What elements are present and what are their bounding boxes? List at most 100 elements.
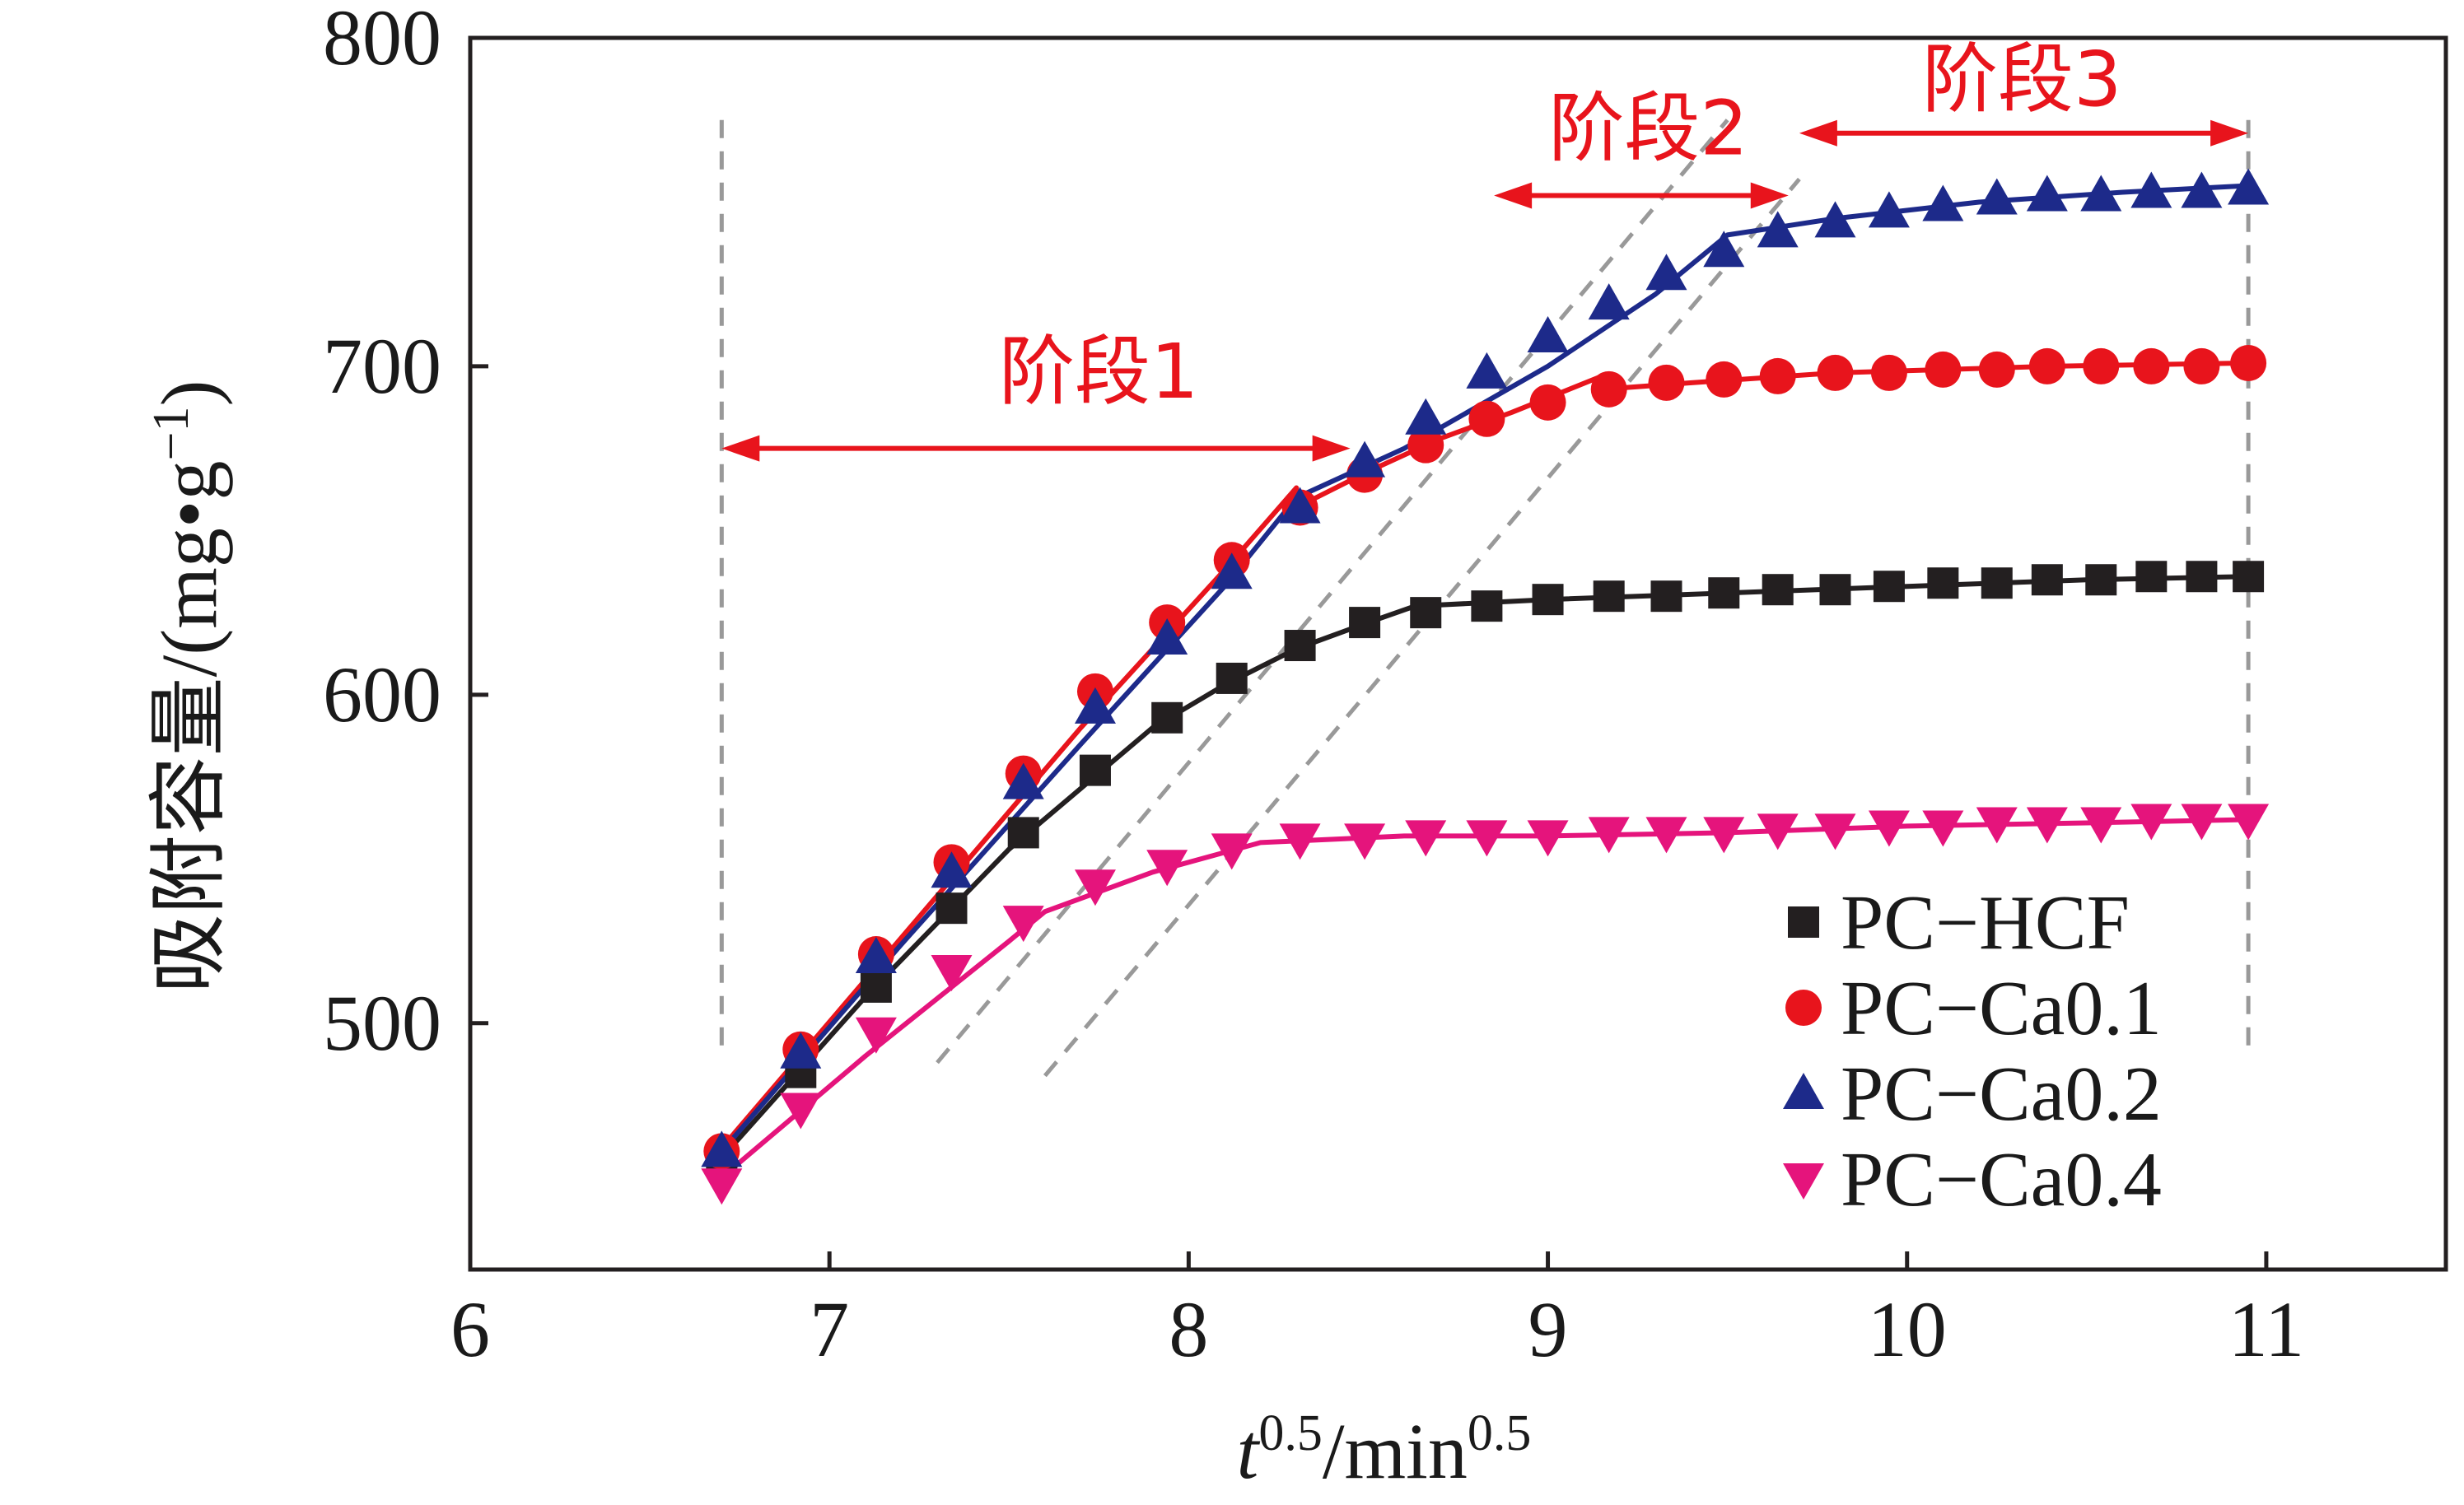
data-point [1527, 316, 1569, 353]
axis-ticks: 6 7 8 9 10 11 500 600 700 800 [323, 0, 2304, 1373]
fit-line [720, 183, 2249, 1153]
data-point [1978, 351, 2015, 388]
data-point [2026, 807, 2068, 844]
data-point [2130, 171, 2172, 208]
x-tick-label: 10 [1868, 1285, 1947, 1373]
legend-label: PC−Ca0.2 [1841, 1051, 2162, 1137]
data-point [1588, 283, 1630, 320]
data-point [2031, 564, 2063, 596]
data-point [1868, 810, 1910, 847]
data-point [855, 1017, 897, 1054]
stage-arrow-head-right [1750, 182, 1789, 209]
data-point [1079, 754, 1111, 786]
data-point [2228, 804, 2270, 841]
data-point [2186, 561, 2218, 593]
data-point [1870, 354, 1907, 391]
diagonal-guide-line [936, 119, 1729, 1065]
legend-label: PC−Ca0.1 [1841, 966, 2162, 1051]
data-point [1349, 607, 1381, 639]
data-point [1284, 630, 1316, 662]
data-point [1706, 361, 1743, 398]
data-point [1922, 184, 1964, 221]
guide-lines [719, 119, 2251, 1078]
data-point [1759, 357, 1796, 394]
data-point [2083, 347, 2120, 384]
stage-annotations: 阶段1 阶段2 阶段3 [721, 35, 2249, 462]
data-point [1873, 571, 1905, 603]
stage-arrow-head-left [721, 435, 760, 462]
data-point [1588, 817, 1630, 854]
data-point [1817, 354, 1854, 391]
data-point [1471, 590, 1503, 622]
y-tick-label: 600 [323, 650, 441, 739]
x-tick-label: 7 [810, 1285, 849, 1373]
data-point [2228, 168, 2270, 205]
stage-arrow-head-right [2210, 119, 2249, 147]
stage-arrow-head-right [1312, 435, 1351, 462]
data-point [1529, 384, 1566, 421]
data-point [1648, 364, 1685, 401]
data-point [1466, 352, 1508, 389]
data-point [1819, 574, 1851, 606]
x-tick-label: 8 [1169, 1285, 1208, 1373]
stage-label: 阶段2 [1548, 85, 1748, 173]
data-point [931, 954, 973, 991]
data-point [1279, 487, 1321, 524]
data-point [2080, 807, 2122, 844]
data-point [1927, 567, 1959, 599]
data-point [1703, 817, 1745, 854]
data-point [860, 971, 892, 1003]
data-point [2233, 561, 2265, 593]
stage-arrow-head-left [1494, 182, 1533, 209]
data-point [1762, 574, 1794, 606]
data-point [1868, 191, 1910, 228]
data-point [2133, 347, 2170, 384]
data-point [1532, 584, 1564, 616]
x-axis-title: t0.5/min0.5 [1237, 1405, 1532, 1495]
data-point [1976, 807, 2018, 844]
legend-marker [1788, 906, 1819, 938]
data-point [2085, 564, 2117, 596]
data-point [2026, 175, 2068, 212]
x-tick-label: 9 [1528, 1285, 1568, 1373]
data-point [1216, 662, 1248, 694]
data-point [1925, 351, 1962, 388]
plot-frame [468, 35, 2448, 1272]
data-point [936, 892, 968, 925]
stage-arrow-head-left [1799, 119, 1837, 147]
data-point [1007, 817, 1039, 849]
data-point [931, 851, 973, 888]
data-point [780, 1032, 822, 1069]
data-point [1468, 400, 1505, 437]
stage-label: 阶段1 [999, 328, 1199, 416]
data-point [1976, 178, 2018, 215]
data-point [2130, 804, 2172, 841]
y-tick-label: 700 [323, 322, 441, 410]
y-tick-label: 500 [323, 979, 441, 1067]
legend-marker [1785, 990, 1822, 1026]
stage-label: 阶段3 [1922, 35, 2122, 123]
data-point [701, 1130, 743, 1167]
data-point [2181, 171, 2223, 208]
data-point [2230, 344, 2267, 381]
y-axis-title: 吸附容量/(mg•g−1) [143, 380, 233, 994]
data-point [1650, 580, 1682, 613]
data-point [1279, 823, 1321, 860]
data-point [1814, 813, 1856, 850]
data-point [2028, 347, 2065, 384]
data-point [1211, 552, 1253, 589]
data-point [1344, 440, 1386, 478]
data-point [2181, 804, 2223, 841]
data-point [1074, 869, 1116, 906]
x-tick-label: 6 [450, 1285, 490, 1373]
data-point [780, 1093, 822, 1130]
data-point [1466, 820, 1508, 857]
legend-label: PC−HCF [1841, 880, 2130, 966]
data-point [1146, 618, 1188, 655]
data-point [1922, 810, 1964, 847]
data-point [1002, 762, 1044, 799]
data-point [1645, 817, 1687, 854]
data-point [1981, 567, 2013, 599]
